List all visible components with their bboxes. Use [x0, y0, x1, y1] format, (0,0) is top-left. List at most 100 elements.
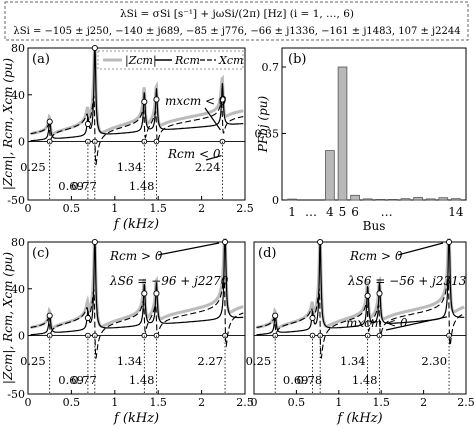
y-tick-label: 0.7	[262, 61, 280, 74]
resonance-marker	[91, 44, 98, 52]
legend-rcm-label: Rcm	[174, 54, 200, 67]
resonance-marker	[219, 96, 226, 103]
xcm-series	[256, 275, 465, 359]
resonance-marker	[376, 290, 383, 297]
resonance-marker	[221, 238, 229, 246]
y-tick-label: 40	[11, 283, 25, 296]
resonance-marker	[46, 312, 53, 319]
bar-bus-6	[350, 194, 360, 201]
resonance-label: 0.69	[58, 179, 84, 193]
x-tick-label: 14	[448, 205, 464, 219]
annotation-arrow	[385, 316, 448, 331]
resonance-marker	[272, 312, 279, 319]
resonance-label: 0.69	[283, 373, 309, 387]
y-axis-label: |Zcm|, Rcm, Xcm (pu)	[1, 58, 15, 190]
header-box	[4, 1, 469, 41]
bar-bus-14	[451, 198, 461, 201]
xcm-series	[30, 274, 244, 359]
y-axis-label: PFbj (pu)	[256, 95, 270, 153]
y-tick-label: 40	[11, 89, 25, 102]
resonance-label: 0.77	[71, 373, 97, 387]
resonance-marker	[445, 238, 453, 246]
resonance-label: 0.25	[20, 354, 46, 368]
x-tick-label: 1.5	[149, 202, 167, 215]
y-tick-label: -50	[7, 388, 25, 401]
line-panel-0	[27, 44, 246, 201]
resonance-label: 1.48	[129, 373, 155, 387]
header-line-1: λSi = σSi [s⁻¹] + jωSi/(2π) [Hz] (i = 1,…	[120, 8, 354, 20]
bar-bus-10	[400, 198, 411, 201]
resonance-marker	[84, 314, 91, 322]
x-tick-label: 2	[420, 396, 427, 409]
x-tick-label: 5	[339, 205, 347, 219]
resonance-label: 1.34	[117, 160, 143, 174]
annotation-arrow	[204, 107, 221, 131]
bar-panel	[281, 47, 467, 201]
x-tick-label: 2	[198, 202, 205, 215]
resonance-label: 1.48	[352, 373, 378, 387]
resonance-marker	[141, 98, 148, 105]
x-tick-label: 2.5	[236, 396, 254, 409]
plot-frame	[253, 241, 467, 395]
bar-bus-13	[438, 197, 449, 201]
x-tick-label: 0	[25, 202, 32, 215]
resonance-label: 1.34	[117, 354, 143, 368]
y-tick-label: -50	[7, 194, 25, 207]
mxcm-annotation: mxcm < 0	[346, 316, 408, 330]
resonance-label: 0.77	[71, 179, 97, 193]
legend-xcm-label: Xcm	[218, 54, 243, 67]
x-tick-label: 1	[111, 202, 118, 215]
resonance-label: 1.48	[129, 179, 155, 193]
eigenvalue-annotation: λS6 = −56 + j2313	[347, 274, 467, 288]
rcm-series	[30, 239, 244, 336]
resonance-label: 0.25	[246, 354, 272, 368]
plot-frame	[281, 47, 467, 201]
rcm-negative-annotation: Rcm < 0	[167, 147, 221, 161]
bar-bus-5	[337, 66, 348, 201]
x-tick-label: 1.5	[372, 396, 390, 409]
resonance-marker	[317, 238, 324, 246]
panel-letter: (d)	[258, 246, 276, 261]
resonance-marker	[141, 290, 148, 297]
panel-letter: (a)	[32, 52, 50, 67]
x-tick-label: 1	[111, 396, 118, 409]
resonance-marker	[46, 118, 53, 125]
xcm-series	[30, 95, 244, 166]
legend-zcm-label: |Zcm|	[125, 54, 157, 68]
y-tick-label: 80	[11, 42, 25, 55]
x-tick-label: 0.5	[63, 202, 81, 215]
y-tick-label: 0.35	[255, 128, 280, 141]
y-tick-label: 0	[18, 136, 25, 149]
x-axis-label: Bus	[363, 219, 386, 233]
x-tick-label: 1	[335, 396, 342, 409]
plot-frame	[27, 241, 246, 395]
resonance-label: 0.78	[297, 373, 323, 387]
bar-bus-9	[388, 198, 398, 201]
y-tick-label: 80	[11, 236, 25, 249]
x-tick-label: 2.5	[236, 202, 254, 215]
resonance-marker	[153, 96, 160, 103]
resonance-marker	[153, 290, 160, 297]
resonance-label: 0.25	[20, 160, 46, 174]
annotation-arrow	[157, 242, 220, 256]
y-axis-label: |Zcm|, Rcm, Xcm (pu)	[1, 252, 15, 384]
resonance-marker	[84, 120, 91, 128]
annotation-arrow	[397, 242, 444, 256]
line-panel-2	[253, 238, 467, 395]
mxcm-annotation: mxcm < 0	[165, 94, 227, 108]
bar-bus-8	[375, 198, 386, 201]
panel-letter: (c)	[32, 246, 49, 261]
annotation-arrow	[205, 154, 222, 161]
resonance-label: 1.34	[340, 354, 366, 368]
x-axis-label: f (kHz)	[113, 411, 159, 426]
resonance-marker	[309, 314, 316, 322]
line-panel-1	[27, 238, 246, 395]
x-axis-label: f (kHz)	[113, 217, 159, 232]
bar-bus-7	[362, 198, 373, 201]
x-tick-label: 0	[25, 396, 32, 409]
x-tick-label: …	[381, 205, 393, 219]
y-tick-label: 0	[272, 194, 279, 207]
resonance-label: 2.27	[197, 354, 223, 368]
resonance-label: 2.24	[195, 160, 221, 174]
